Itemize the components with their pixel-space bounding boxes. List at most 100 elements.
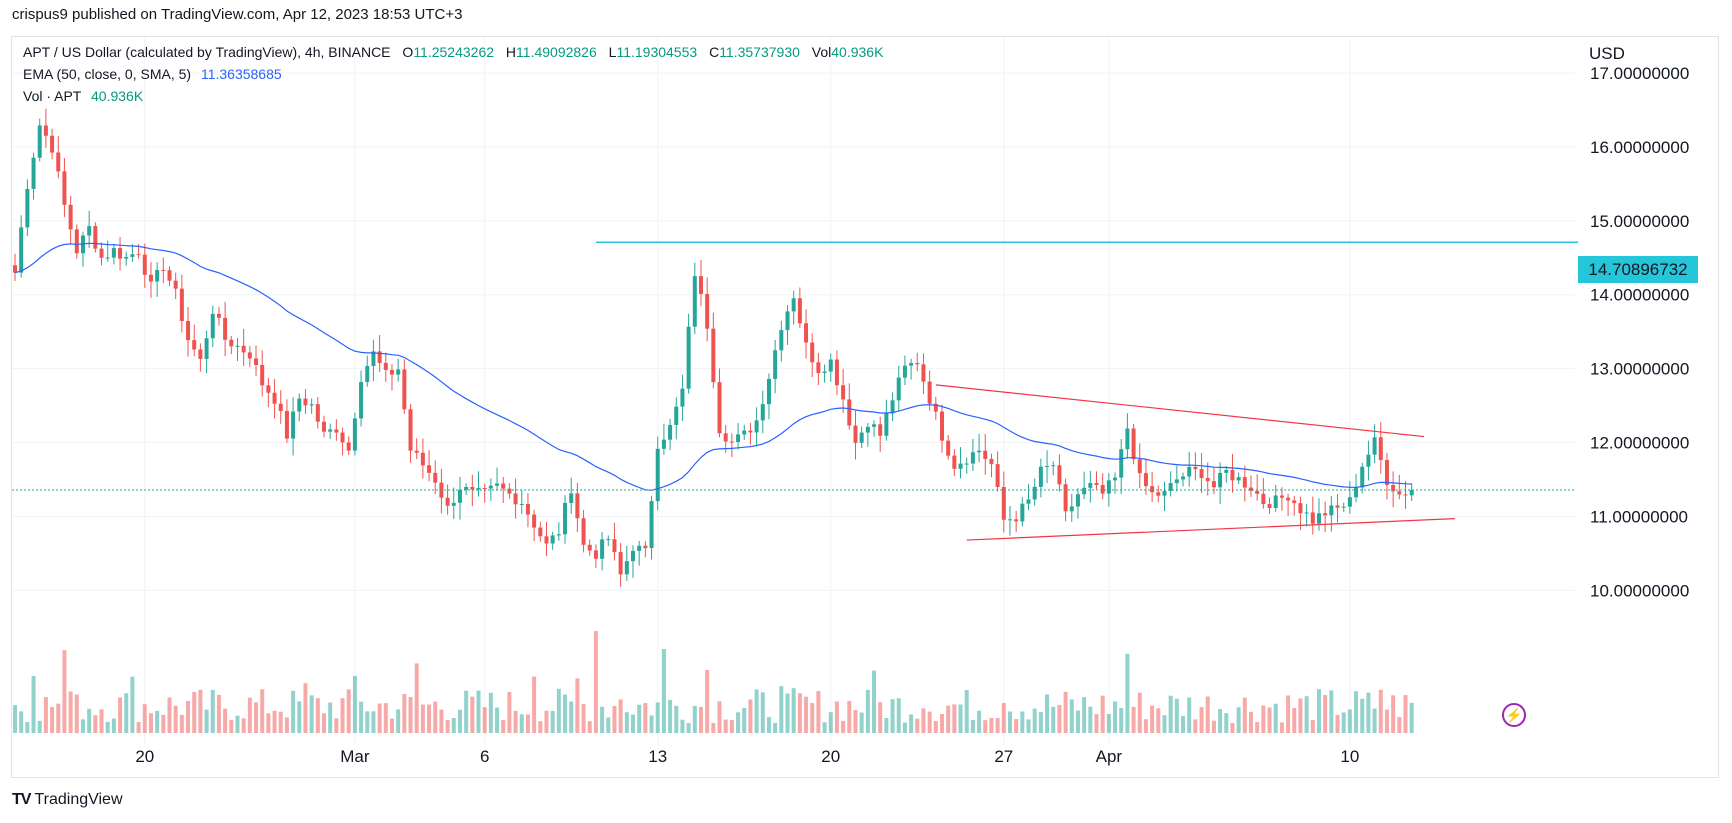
- volume-bar: [1292, 707, 1297, 733]
- volume-bar: [93, 715, 98, 733]
- symbol-legend[interactable]: APT / US Dollar (calculated by TradingVi…: [23, 44, 883, 60]
- candle-body: [1088, 483, 1093, 488]
- volume-legend[interactable]: Vol · APT 40.936K: [23, 88, 143, 104]
- candle-body: [525, 503, 530, 515]
- candle-body: [995, 464, 1000, 487]
- candle-body: [872, 424, 877, 427]
- candle-body: [1174, 479, 1179, 484]
- volume-bar: [1397, 717, 1402, 733]
- close-value: 11.35737930: [719, 44, 800, 60]
- ema-legend[interactable]: EMA (50, close, 0, SMA, 5) 11.36358685: [23, 66, 282, 82]
- volume-bar: [754, 689, 759, 733]
- candle-body: [315, 404, 320, 422]
- volume-bar: [958, 704, 963, 733]
- volume-bar: [1329, 690, 1334, 733]
- volume-bar: [797, 693, 802, 733]
- volume-bar: [507, 691, 512, 733]
- candle-body: [816, 362, 821, 374]
- footer-brand[interactable]: TV TradingView: [12, 791, 123, 809]
- candle-body: [1384, 460, 1389, 485]
- volume-bar: [124, 693, 129, 733]
- candle-body: [1292, 500, 1297, 504]
- volume-bar: [402, 694, 407, 733]
- currency-label[interactable]: USD: [1589, 44, 1625, 63]
- volume-bar: [773, 722, 778, 733]
- volume-bar: [136, 721, 141, 733]
- volume-bar: [1150, 705, 1155, 733]
- candle-body: [105, 257, 110, 259]
- candle-body: [420, 452, 425, 466]
- candle-body: [983, 450, 988, 459]
- volume-bar: [229, 719, 234, 733]
- candle-body: [593, 550, 598, 559]
- time-tick-label: 20: [821, 747, 840, 766]
- volume-bar: [896, 698, 901, 733]
- volume-bar: [278, 711, 283, 733]
- volume-bar: [513, 710, 518, 733]
- candle-body: [142, 254, 147, 275]
- volume-bar: [1014, 719, 1019, 733]
- candle-body: [1249, 487, 1253, 491]
- volume-bar: [698, 706, 703, 733]
- volume-bar: [148, 713, 153, 733]
- volume-bar: [902, 722, 907, 733]
- volume-bar: [204, 709, 209, 733]
- volume-bar: [420, 704, 425, 733]
- volume-bar: [1007, 711, 1012, 733]
- time-tick-label: 13: [648, 747, 667, 766]
- candle-body: [766, 378, 771, 405]
- candle-body: [87, 226, 92, 236]
- candle-body: [1354, 487, 1359, 498]
- volume-bar: [25, 722, 30, 733]
- volume-bar: [99, 709, 104, 733]
- volume-bar: [1045, 694, 1050, 733]
- candle-body: [859, 432, 864, 443]
- candle-body: [1113, 477, 1118, 481]
- volume-bar: [297, 701, 302, 733]
- volume-bar: [291, 690, 296, 733]
- candle-body: [1323, 513, 1328, 516]
- candle-body: [1273, 495, 1278, 508]
- volume-bar: [1082, 697, 1087, 733]
- candle-body: [1230, 469, 1235, 481]
- volume-bar: [1051, 706, 1056, 733]
- volume-bar: [50, 707, 55, 733]
- volume-bar: [1181, 715, 1186, 733]
- volume-bar: [853, 710, 858, 733]
- volume-bar: [130, 676, 135, 733]
- candle-body: [1014, 519, 1019, 522]
- chart-frame[interactable]: [11, 36, 1719, 778]
- candle-body: [1310, 512, 1315, 524]
- volume-bar: [822, 722, 827, 733]
- candle-body: [322, 421, 326, 432]
- flash-icon[interactable]: ⚡: [1502, 703, 1526, 727]
- candle-body: [1045, 465, 1050, 467]
- candle-body: [748, 430, 753, 433]
- volume-bar: [655, 702, 660, 733]
- candle-body: [705, 293, 710, 329]
- volume-bar: [1032, 708, 1037, 733]
- candle-body: [408, 409, 413, 451]
- candle-body: [964, 463, 969, 465]
- volume-bar: [377, 703, 382, 733]
- volume-bar: [451, 718, 456, 733]
- candle-body: [427, 465, 432, 473]
- volume-bar: [272, 710, 277, 733]
- candle-body: [272, 392, 277, 404]
- volume-bar: [1162, 715, 1167, 733]
- volume-bar: [315, 698, 320, 733]
- volume-bar: [62, 650, 67, 733]
- volume-bar: [1323, 695, 1328, 733]
- volume-bar: [241, 718, 246, 733]
- candle-body: [1057, 465, 1062, 485]
- volume-bar: [408, 696, 413, 733]
- candle-body: [853, 425, 858, 443]
- candle-body: [476, 487, 481, 490]
- candle-body: [538, 527, 543, 537]
- candle-body: [241, 345, 246, 353]
- volume-bar: [1199, 707, 1204, 733]
- volume-bar: [1341, 712, 1346, 733]
- volume-bar: [155, 710, 160, 733]
- candle-body: [742, 430, 747, 435]
